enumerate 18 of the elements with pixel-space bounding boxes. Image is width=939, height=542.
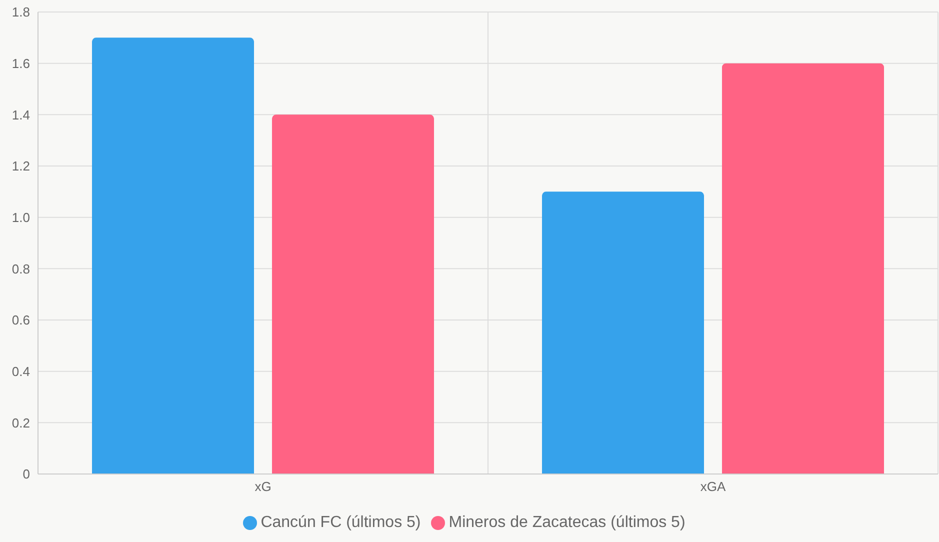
legend-label: Cancún FC (últimos 5) <box>260 514 421 531</box>
bar <box>722 63 884 474</box>
y-tick-label: 1.8 <box>12 4 30 20</box>
legend-label: Mineros de Zacatecas (últimos 5) <box>448 514 686 531</box>
y-tick-label: 1.6 <box>12 56 30 71</box>
x-tick-label: xG <box>254 479 272 494</box>
bar <box>272 114 434 474</box>
y-tick-label: 0 <box>22 466 30 482</box>
y-tick-label: 0.6 <box>12 312 30 328</box>
y-tick-label: 0.4 <box>12 364 30 379</box>
y-tick-label: 0.2 <box>12 415 30 430</box>
x-tick-label: xGA <box>700 479 726 494</box>
bar <box>92 38 254 474</box>
y-tick-label: 1.2 <box>12 158 30 174</box>
bar <box>542 192 704 474</box>
y-tick-label: 0.8 <box>12 261 30 276</box>
y-tick-label: 1.0 <box>12 210 30 225</box>
y-tick-label: 1.4 <box>12 107 30 122</box>
